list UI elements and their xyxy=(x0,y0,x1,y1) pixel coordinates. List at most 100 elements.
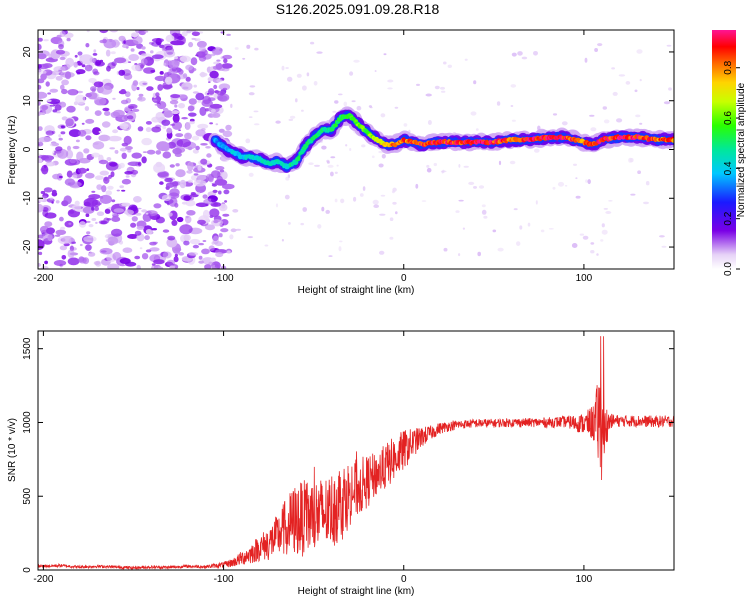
noise-blob xyxy=(174,202,179,208)
noise-blob xyxy=(634,89,638,93)
noise-blob xyxy=(564,185,568,187)
noise-blob xyxy=(121,178,131,185)
noise-blob xyxy=(46,99,52,103)
noise-blob xyxy=(106,157,112,161)
noise-blob xyxy=(496,101,501,106)
noise-blob xyxy=(52,109,58,113)
noise-blob xyxy=(202,240,207,242)
noise-blob xyxy=(162,107,169,112)
noise-blob xyxy=(154,75,166,82)
noise-blob xyxy=(131,64,141,71)
x-tick-label: -100 xyxy=(214,273,234,284)
noise-blob xyxy=(155,111,165,121)
noise-blob xyxy=(378,163,384,168)
noise-blob xyxy=(66,170,73,178)
noise-blob xyxy=(211,182,216,185)
noise-blob xyxy=(78,257,87,264)
noise-blob xyxy=(330,171,334,177)
noise-blob xyxy=(141,53,147,57)
noise-blob xyxy=(211,48,223,56)
noise-blob xyxy=(218,190,222,195)
spectrogram-x-ticks: -200 -100 0 100 xyxy=(33,30,593,284)
ridge-point xyxy=(333,123,338,128)
noise-blob xyxy=(187,161,194,171)
noise-blob xyxy=(625,81,631,85)
noise-blob xyxy=(345,144,348,147)
noise-blob xyxy=(125,146,133,150)
noise-blob xyxy=(95,59,102,66)
noise-blob xyxy=(98,134,111,142)
noise-blob xyxy=(164,177,173,183)
noise-blob xyxy=(208,81,211,83)
noise-blob xyxy=(163,62,167,66)
noise-blob xyxy=(112,129,119,134)
noise-blob xyxy=(72,145,80,150)
noise-blob xyxy=(191,135,200,141)
noise-blob xyxy=(394,106,399,109)
noise-blob xyxy=(234,47,239,50)
noise-blob xyxy=(61,254,67,260)
noise-blob xyxy=(130,222,137,228)
noise-blob xyxy=(218,233,223,238)
noise-blob xyxy=(373,204,380,208)
noise-blob xyxy=(123,115,128,120)
noise-blob xyxy=(425,93,432,97)
noise-blob xyxy=(108,206,112,210)
noise-blob xyxy=(85,220,91,223)
noise-blob xyxy=(136,264,141,269)
noise-blob xyxy=(152,241,158,244)
noise-blob xyxy=(118,69,126,76)
noise-blob xyxy=(455,210,460,213)
noise-blob xyxy=(212,235,219,245)
noise-blob xyxy=(38,64,42,69)
noise-blob xyxy=(107,185,114,190)
noise-blob xyxy=(114,149,118,154)
noise-blob xyxy=(434,85,440,90)
noise-blob xyxy=(176,138,191,148)
x-tick-label: -100 xyxy=(214,574,234,585)
y-tick-label: 10 xyxy=(22,95,33,107)
noise-blob xyxy=(222,213,230,217)
noise-blob xyxy=(146,86,154,91)
noise-blob xyxy=(589,114,595,117)
noise-blob xyxy=(207,77,214,82)
noise-blob xyxy=(131,82,137,92)
noise-blob xyxy=(285,67,289,69)
noise-blob xyxy=(210,108,216,113)
noise-blob xyxy=(659,235,665,238)
noise-blob xyxy=(540,229,545,233)
noise-blob xyxy=(107,62,116,69)
noise-blob xyxy=(85,43,90,48)
noise-blob xyxy=(94,97,107,106)
noise-blob xyxy=(289,115,296,119)
noise-blob xyxy=(192,244,199,249)
noise-blob xyxy=(123,135,132,145)
noise-blob xyxy=(178,69,184,75)
noise-blob xyxy=(351,100,356,103)
noise-blob xyxy=(60,84,65,91)
noise-blob xyxy=(179,179,187,189)
noise-blob xyxy=(144,30,149,33)
noise-blob xyxy=(334,198,338,203)
x-tick-label: 0 xyxy=(401,273,407,284)
noise-blob xyxy=(77,51,83,56)
noise-blob xyxy=(188,112,197,117)
noise-blob xyxy=(639,122,643,125)
noise-blob xyxy=(67,257,80,266)
noise-blob xyxy=(209,215,214,218)
noise-blob xyxy=(198,242,205,246)
noise-blob xyxy=(389,217,394,221)
y-tick-label: 20 xyxy=(22,46,33,58)
noise-blob xyxy=(668,87,672,91)
noise-blob xyxy=(585,179,588,183)
noise-blob xyxy=(131,216,138,222)
noise-blob xyxy=(281,65,285,71)
noise-blob xyxy=(57,148,69,159)
noise-blob xyxy=(287,76,293,82)
noise-blob xyxy=(209,103,223,109)
noise-blob xyxy=(171,219,178,226)
noise-blob xyxy=(636,49,643,54)
noise-blob xyxy=(226,33,231,37)
noise-blob xyxy=(196,38,201,42)
